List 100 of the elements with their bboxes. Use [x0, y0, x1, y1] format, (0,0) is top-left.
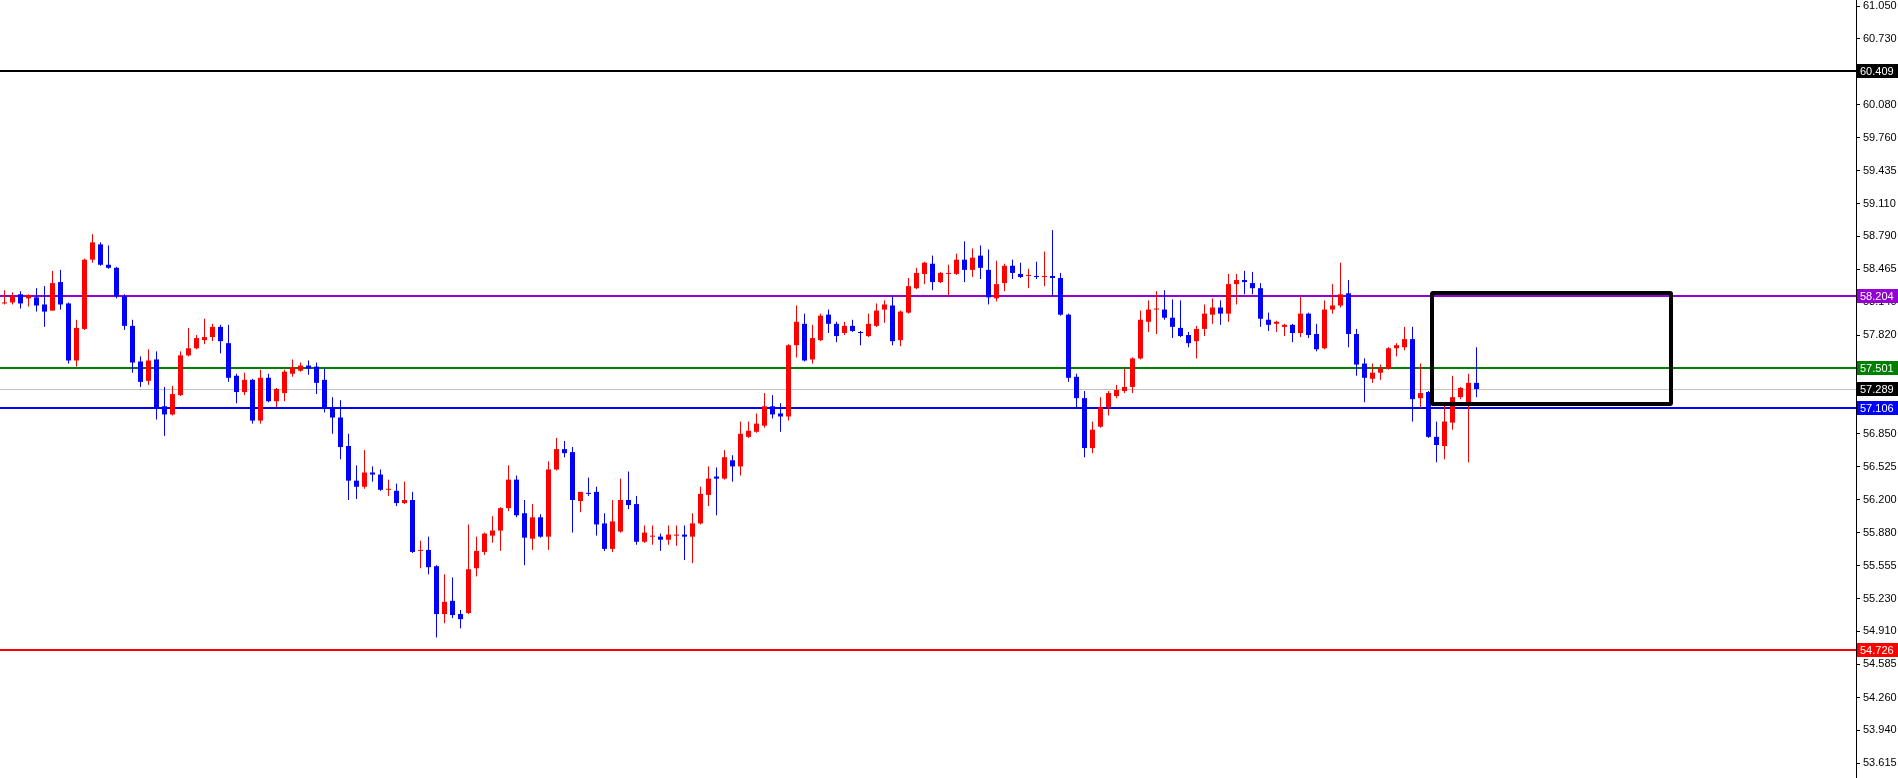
candlestick — [810, 324, 815, 365]
candlestick — [882, 299, 887, 324]
candlestick — [554, 437, 559, 471]
y-tick-label: 55.880 — [1863, 525, 1897, 538]
candlestick — [946, 264, 951, 297]
y-tick-label: 54.260 — [1863, 690, 1897, 703]
y-tick-label: 58.790 — [1863, 229, 1897, 242]
candlestick — [1434, 421, 1439, 463]
candlestick — [394, 483, 399, 507]
candlestick — [978, 244, 983, 280]
candlestick — [1098, 396, 1103, 429]
candlestick — [762, 392, 767, 429]
y-tick-label: 59.760 — [1863, 130, 1897, 143]
candlestick — [42, 285, 47, 328]
candlestick — [1234, 273, 1239, 305]
candlestick — [866, 313, 871, 338]
candlestick — [1170, 298, 1175, 339]
candlestick — [90, 233, 95, 264]
candlestick — [1122, 368, 1127, 394]
candlestick — [1010, 259, 1015, 280]
candlestick — [1162, 289, 1167, 321]
candlestick — [834, 321, 839, 343]
candlestick — [362, 449, 367, 490]
candlestick — [962, 240, 967, 283]
candlestick — [922, 261, 927, 285]
candlestick — [1178, 299, 1183, 338]
candlestick — [674, 524, 679, 547]
y-tick-label: 57.820 — [1863, 328, 1897, 341]
y-tick-label: 55.555 — [1863, 558, 1897, 571]
candlestick — [1314, 323, 1319, 352]
candlestick — [58, 269, 63, 311]
candlestick — [706, 465, 711, 507]
candlestick — [1370, 363, 1375, 384]
candlestick — [426, 536, 431, 575]
candlestick — [690, 512, 695, 564]
candlestick — [1242, 270, 1247, 295]
y-tick-label: 53.615 — [1863, 756, 1897, 769]
candlestick — [954, 253, 959, 276]
candlestick — [274, 387, 279, 408]
candlestick — [1202, 303, 1207, 337]
candlestick — [138, 355, 143, 388]
candlestick — [170, 385, 175, 416]
candlestick — [730, 454, 735, 483]
candlestick — [314, 362, 319, 395]
y-tick-label: 60.080 — [1863, 97, 1897, 110]
candlestick — [1298, 295, 1303, 338]
candlestick — [378, 468, 383, 492]
candlestick — [282, 369, 287, 402]
candlestick — [482, 532, 487, 556]
candlestick — [458, 609, 463, 629]
ref-line-label: 57.501 — [1860, 361, 1894, 374]
y-tick-label: 56.200 — [1863, 493, 1897, 506]
candlestick — [682, 524, 687, 561]
candlestick — [1290, 323, 1295, 343]
candlestick — [106, 244, 111, 270]
candlestick — [722, 449, 727, 481]
candlestick — [1338, 262, 1343, 309]
candlestick — [650, 524, 655, 546]
ref-line-label: 57.106 — [1860, 401, 1894, 414]
y-tick-label: 58.465 — [1863, 262, 1897, 275]
candlestick — [538, 513, 543, 539]
candlestick — [1050, 229, 1055, 297]
candlestick — [202, 318, 207, 345]
candlestick — [714, 466, 719, 516]
candlestick — [386, 479, 391, 497]
candlestick — [218, 324, 223, 354]
ref-line-label: 60.409 — [1860, 64, 1894, 77]
candlestick — [1090, 421, 1095, 454]
candlestick — [666, 524, 671, 546]
candlestick — [858, 330, 863, 346]
candlestick — [1002, 263, 1007, 292]
y-tick-label: 53.940 — [1863, 723, 1897, 736]
candlestick — [586, 477, 591, 497]
candlestick — [34, 287, 39, 313]
candlestick — [266, 373, 271, 403]
candlestick — [1474, 346, 1479, 398]
candlestick — [186, 327, 191, 357]
candlestick — [1146, 299, 1151, 333]
candlestick — [1194, 325, 1199, 359]
candlestick — [1154, 290, 1159, 335]
candlestick — [354, 464, 359, 500]
candlestick — [626, 470, 631, 510]
candlestick — [914, 267, 919, 290]
y-tick-label: 54.910 — [1863, 624, 1897, 637]
candlestick — [530, 503, 535, 551]
candlestick — [402, 481, 407, 505]
y-tick-label: 59.110 — [1863, 196, 1896, 209]
candlestick — [930, 255, 935, 291]
ref-line-label: 54.726 — [1860, 643, 1894, 656]
y-tick-label: 55.230 — [1863, 591, 1897, 604]
candlestick — [1042, 251, 1047, 287]
candlestick — [1330, 283, 1335, 315]
candlestick — [474, 536, 479, 577]
candlestick — [1106, 390, 1111, 416]
candlestick — [994, 260, 999, 302]
candlestick — [1466, 373, 1471, 463]
candlestick — [874, 302, 879, 328]
candlestick — [1418, 363, 1423, 408]
y-tick-label: 54.585 — [1863, 657, 1897, 670]
candlestick — [146, 348, 151, 386]
